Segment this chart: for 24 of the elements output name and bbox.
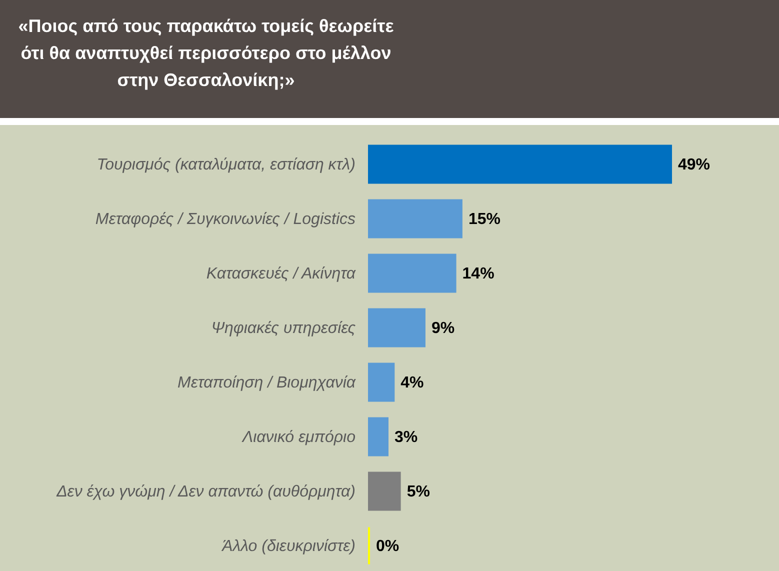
bar [368, 144, 672, 184]
bar [368, 472, 401, 511]
bar [368, 362, 395, 402]
data-label: 15% [468, 210, 500, 228]
y-tick-label: Δεν έχω γνώμη / Δεν απαντώ (αυθόρμητα) [56, 483, 356, 500]
y-tick-label: Ψηφιακές υπηρεσίες [211, 320, 356, 337]
y-tick-label: Μεταποίηση / Βιομηχανία [178, 374, 356, 392]
text: «Ποιος από τους παρακάτω τομείς θεωρείτε ότι θα αναπτυχθεί περισσότερο στο μέλλον στην Θεσσαλονίκη;» [17, 15, 395, 92]
data-label: 0% [376, 538, 400, 555]
y-tick-label: Άλλο (διευκρινίστε) [221, 538, 356, 555]
data-label: 3% [394, 428, 418, 446]
y-tick-label: Κατασκευές / Ακίνητα [206, 265, 356, 282]
y-tick-label: Λιανικό εμπόριο [241, 428, 356, 446]
y-tick-label: Μεταφορές / Συγκοινωνίες / Logistics [95, 210, 356, 228]
bar [368, 254, 456, 293]
data-label: 5% [406, 483, 430, 500]
data-label: 14% [462, 265, 494, 282]
bar [368, 308, 426, 348]
data-label: 49% [678, 156, 710, 174]
data-label: 4% [400, 374, 424, 392]
data-label: 9% [431, 320, 455, 337]
bar [368, 199, 462, 238]
bar [368, 417, 388, 456]
y-tick-label: Τουρισμός (καταλύματα, εστίαση κτλ) [96, 156, 356, 174]
